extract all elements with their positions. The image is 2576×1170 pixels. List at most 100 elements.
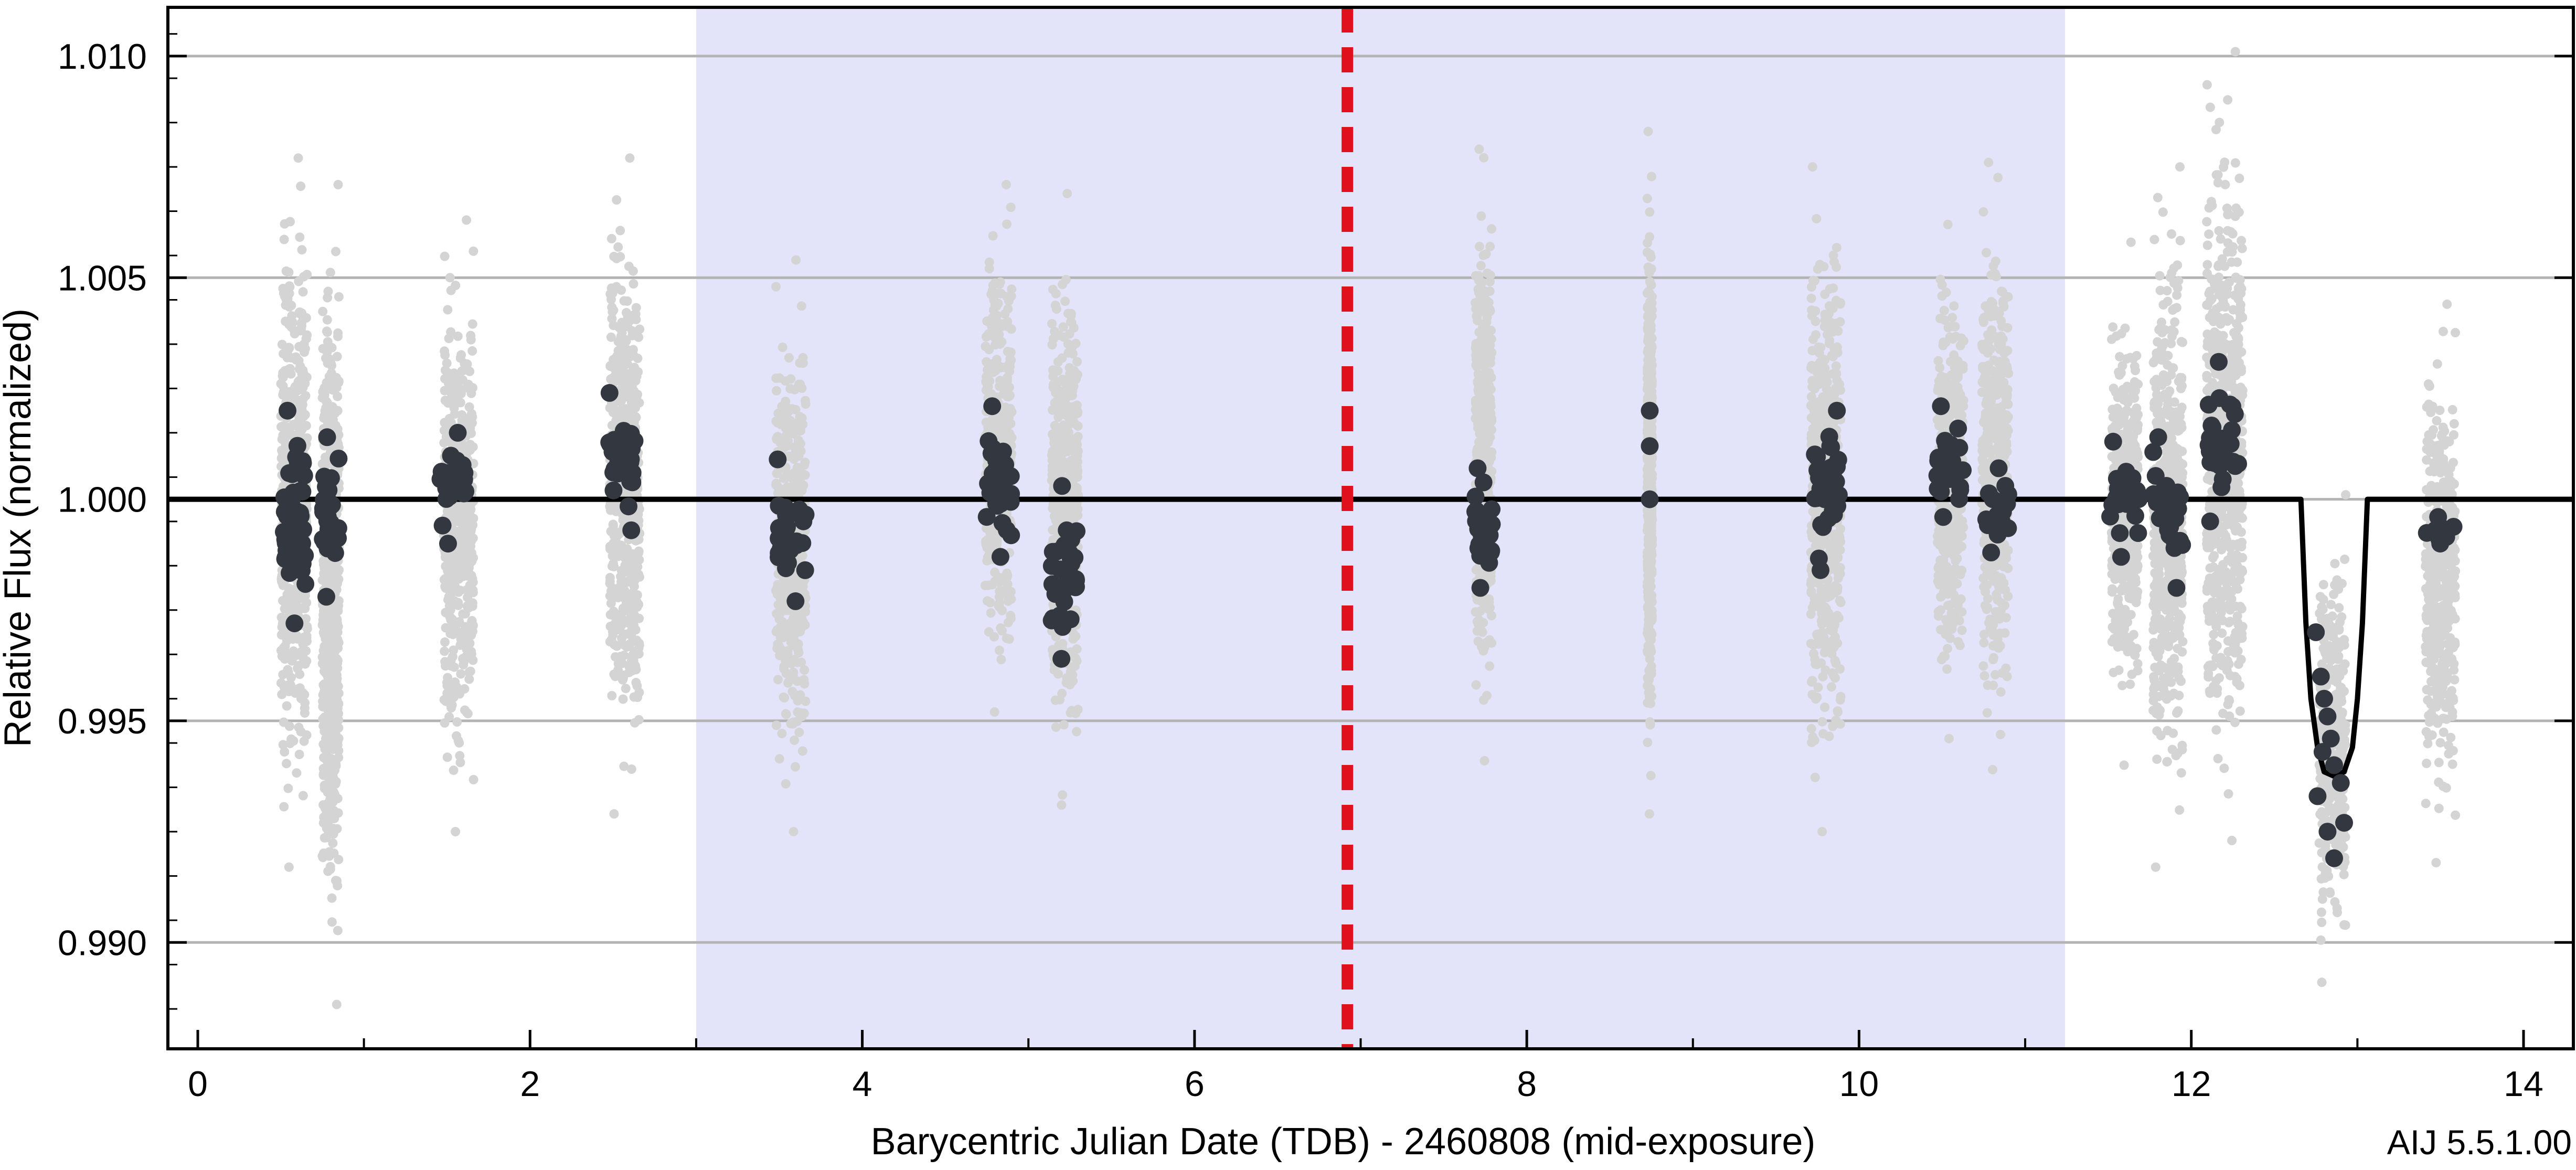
unbinned-point [1806,392,1816,402]
unbinned-point [1810,772,1820,782]
unbinned-point [467,626,477,636]
unbinned-point [1005,429,1015,439]
unbinned-point [454,617,464,626]
unbinned-point [1472,616,1482,626]
unbinned-point [982,556,992,566]
unbinned-point [451,281,461,290]
unbinned-point [1006,613,1016,623]
unbinned-point [613,612,623,622]
unbinned-point [797,746,807,756]
unbinned-point [276,453,286,463]
unbinned-point [318,306,328,316]
unbinned-point [1006,324,1016,334]
unbinned-point [1814,348,1824,358]
unbinned-point [461,545,471,555]
unbinned-point [455,758,465,768]
unbinned-point [1643,126,1653,136]
unbinned-point [789,827,799,837]
unbinned-point [1066,458,1076,467]
unbinned-point [1059,403,1069,413]
unbinned-point [298,287,308,297]
unbinned-point [1833,707,1843,717]
unbinned-point [280,431,290,441]
unbinned-point [1643,238,1653,248]
unbinned-point [1820,289,1830,299]
unbinned-point [465,639,475,648]
unbinned-point [295,307,305,317]
unbinned-point [790,762,800,772]
unbinned-point [323,286,333,296]
unbinned-point [318,701,328,711]
unbinned-point [1072,644,1082,654]
unbinned-point [281,630,291,640]
unbinned-point [627,407,637,417]
unbinned-point [772,434,782,444]
unbinned-point [469,775,478,784]
unbinned-point [327,893,337,903]
unbinned-point [448,391,458,400]
unbinned-point [277,622,287,632]
unbinned-point [794,482,804,492]
unbinned-point [297,413,307,422]
unbinned-point [277,689,287,699]
unbinned-point [465,666,475,676]
unbinned-point [1486,452,1496,462]
unbinned-point [1806,293,1816,303]
unbinned-point [1474,437,1484,447]
unbinned-point [324,568,334,578]
unbinned-point [1060,296,1070,306]
unbinned-point [784,353,794,363]
unbinned-point [986,608,996,618]
unbinned-point [1827,668,1837,678]
unbinned-point [283,783,293,793]
unbinned-point [333,406,343,416]
unbinned-point [1832,242,1841,252]
unbinned-point [296,182,306,191]
unbinned-point [1944,733,1954,743]
unbinned-point [981,342,991,352]
unbinned-point [1478,294,1488,304]
unbinned-point [327,343,337,353]
unbinned-point [459,627,469,637]
unbinned-point [332,352,342,361]
unbinned-point [629,279,638,289]
unbinned-point [996,289,1006,299]
unbinned-point [1644,693,1654,702]
unbinned-point [795,626,805,636]
unbinned-point [440,251,450,261]
unbinned-point [621,371,631,381]
unbinned-point [982,357,992,367]
unbinned-point [1817,619,1827,629]
unbinned-point [1069,381,1079,391]
unbinned-point [444,601,454,611]
unbinned-point [1063,309,1073,318]
unbinned-point [777,729,787,738]
unbinned-point [1646,684,1655,694]
unbinned-point [619,761,629,771]
unbinned-point [1826,639,1836,648]
unbinned-point [290,326,299,336]
unbinned-point [441,432,451,442]
unbinned-point [608,630,618,640]
unbinned-point [794,423,804,432]
unbinned-point [323,830,333,840]
unbinned-point [625,617,635,627]
unbinned-point [628,266,638,276]
unbinned-point [1817,717,1827,727]
unbinned-point [1835,595,1845,605]
unbinned-point [1646,344,1656,354]
unbinned-point [279,802,289,812]
unbinned-point [294,661,304,671]
unbinned-point [1472,447,1482,457]
unbinned-point [1051,289,1061,299]
unbinned-point [451,827,461,837]
unbinned-point [1051,397,1061,407]
unbinned-point [633,638,643,647]
unbinned-point [984,264,994,273]
unbinned-point [465,445,475,455]
unbinned-point [615,226,625,236]
unbinned-point [989,632,999,642]
unbinned-point [1832,369,1841,379]
unbinned-point [1830,581,1840,591]
unbinned-point [297,397,307,407]
